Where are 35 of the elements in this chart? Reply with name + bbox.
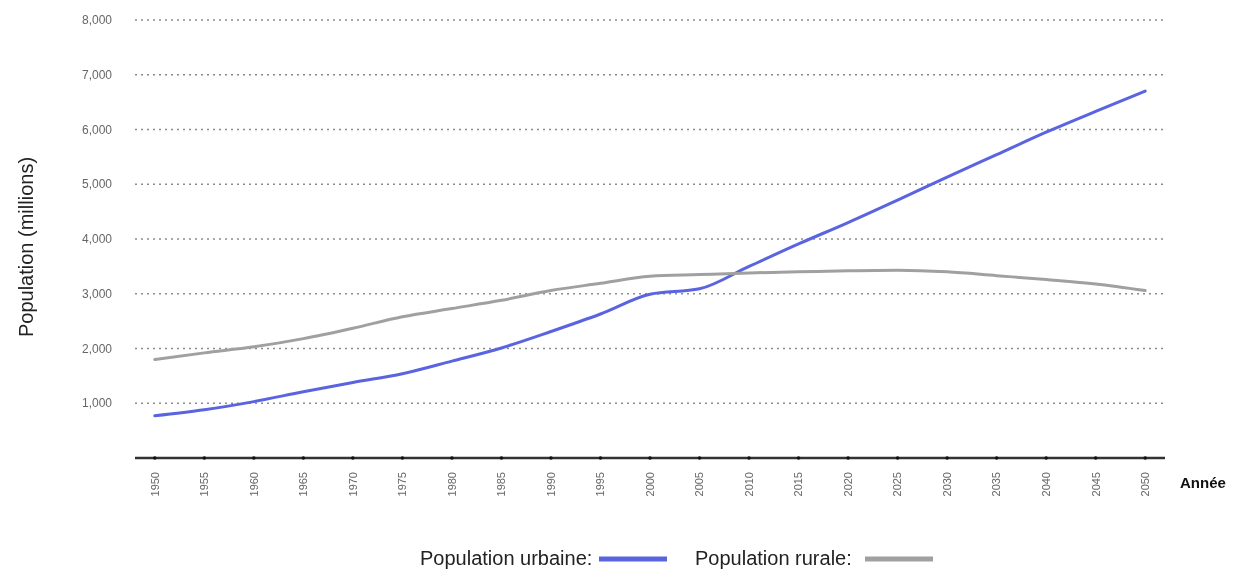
- x-tick-label: 2020: [841, 472, 854, 497]
- x-tick-label: 2045: [1089, 472, 1102, 497]
- line-series: [153, 89, 1147, 418]
- y-tick-label: 3,000: [81, 286, 113, 301]
- x-tick-label: 1980: [445, 472, 458, 497]
- x-tick-label: 2005: [693, 472, 706, 497]
- line-series: [153, 268, 1147, 361]
- y-tick-label: 4,000: [81, 232, 113, 247]
- x-tick-label: 2050: [1139, 472, 1152, 497]
- x-tick-label: 2035: [990, 472, 1003, 497]
- x-axis-title: Année: [1180, 474, 1226, 491]
- x-tick-label: 2015: [792, 472, 805, 497]
- y-tick-label: 1,000: [81, 396, 113, 411]
- x-tick-label: 1975: [396, 472, 409, 497]
- x-tick-label: 1950: [148, 472, 161, 497]
- x-tick-label: 2000: [643, 472, 656, 497]
- x-tick-label: 2040: [1040, 472, 1052, 497]
- x-tick-label: 1985: [495, 472, 508, 497]
- x-tick-label: 1970: [346, 472, 359, 497]
- y-tick-label: 8,000: [81, 13, 113, 28]
- x-tick-label: 1995: [594, 472, 607, 497]
- y-tick-label: 5,000: [81, 177, 113, 192]
- x-tick-label: 2025: [891, 472, 904, 497]
- x-tick-label: 1965: [297, 472, 310, 497]
- x-tick-label: 2010: [742, 472, 755, 497]
- y-axis-title: Population (millions): [15, 156, 37, 338]
- y-tick-label: 6,000: [81, 122, 113, 137]
- y-tick-label: 7,000: [81, 67, 113, 82]
- x-tick-label: 1990: [544, 472, 557, 497]
- legend-label: Population rurale:: [695, 547, 852, 569]
- x-tick-label: 2030: [940, 472, 953, 497]
- legend-label: Population urbaine:: [420, 547, 593, 569]
- x-tick-label: 1955: [198, 472, 211, 497]
- y-tick-label: 2,000: [81, 341, 113, 356]
- x-tick-label: 1960: [247, 472, 260, 497]
